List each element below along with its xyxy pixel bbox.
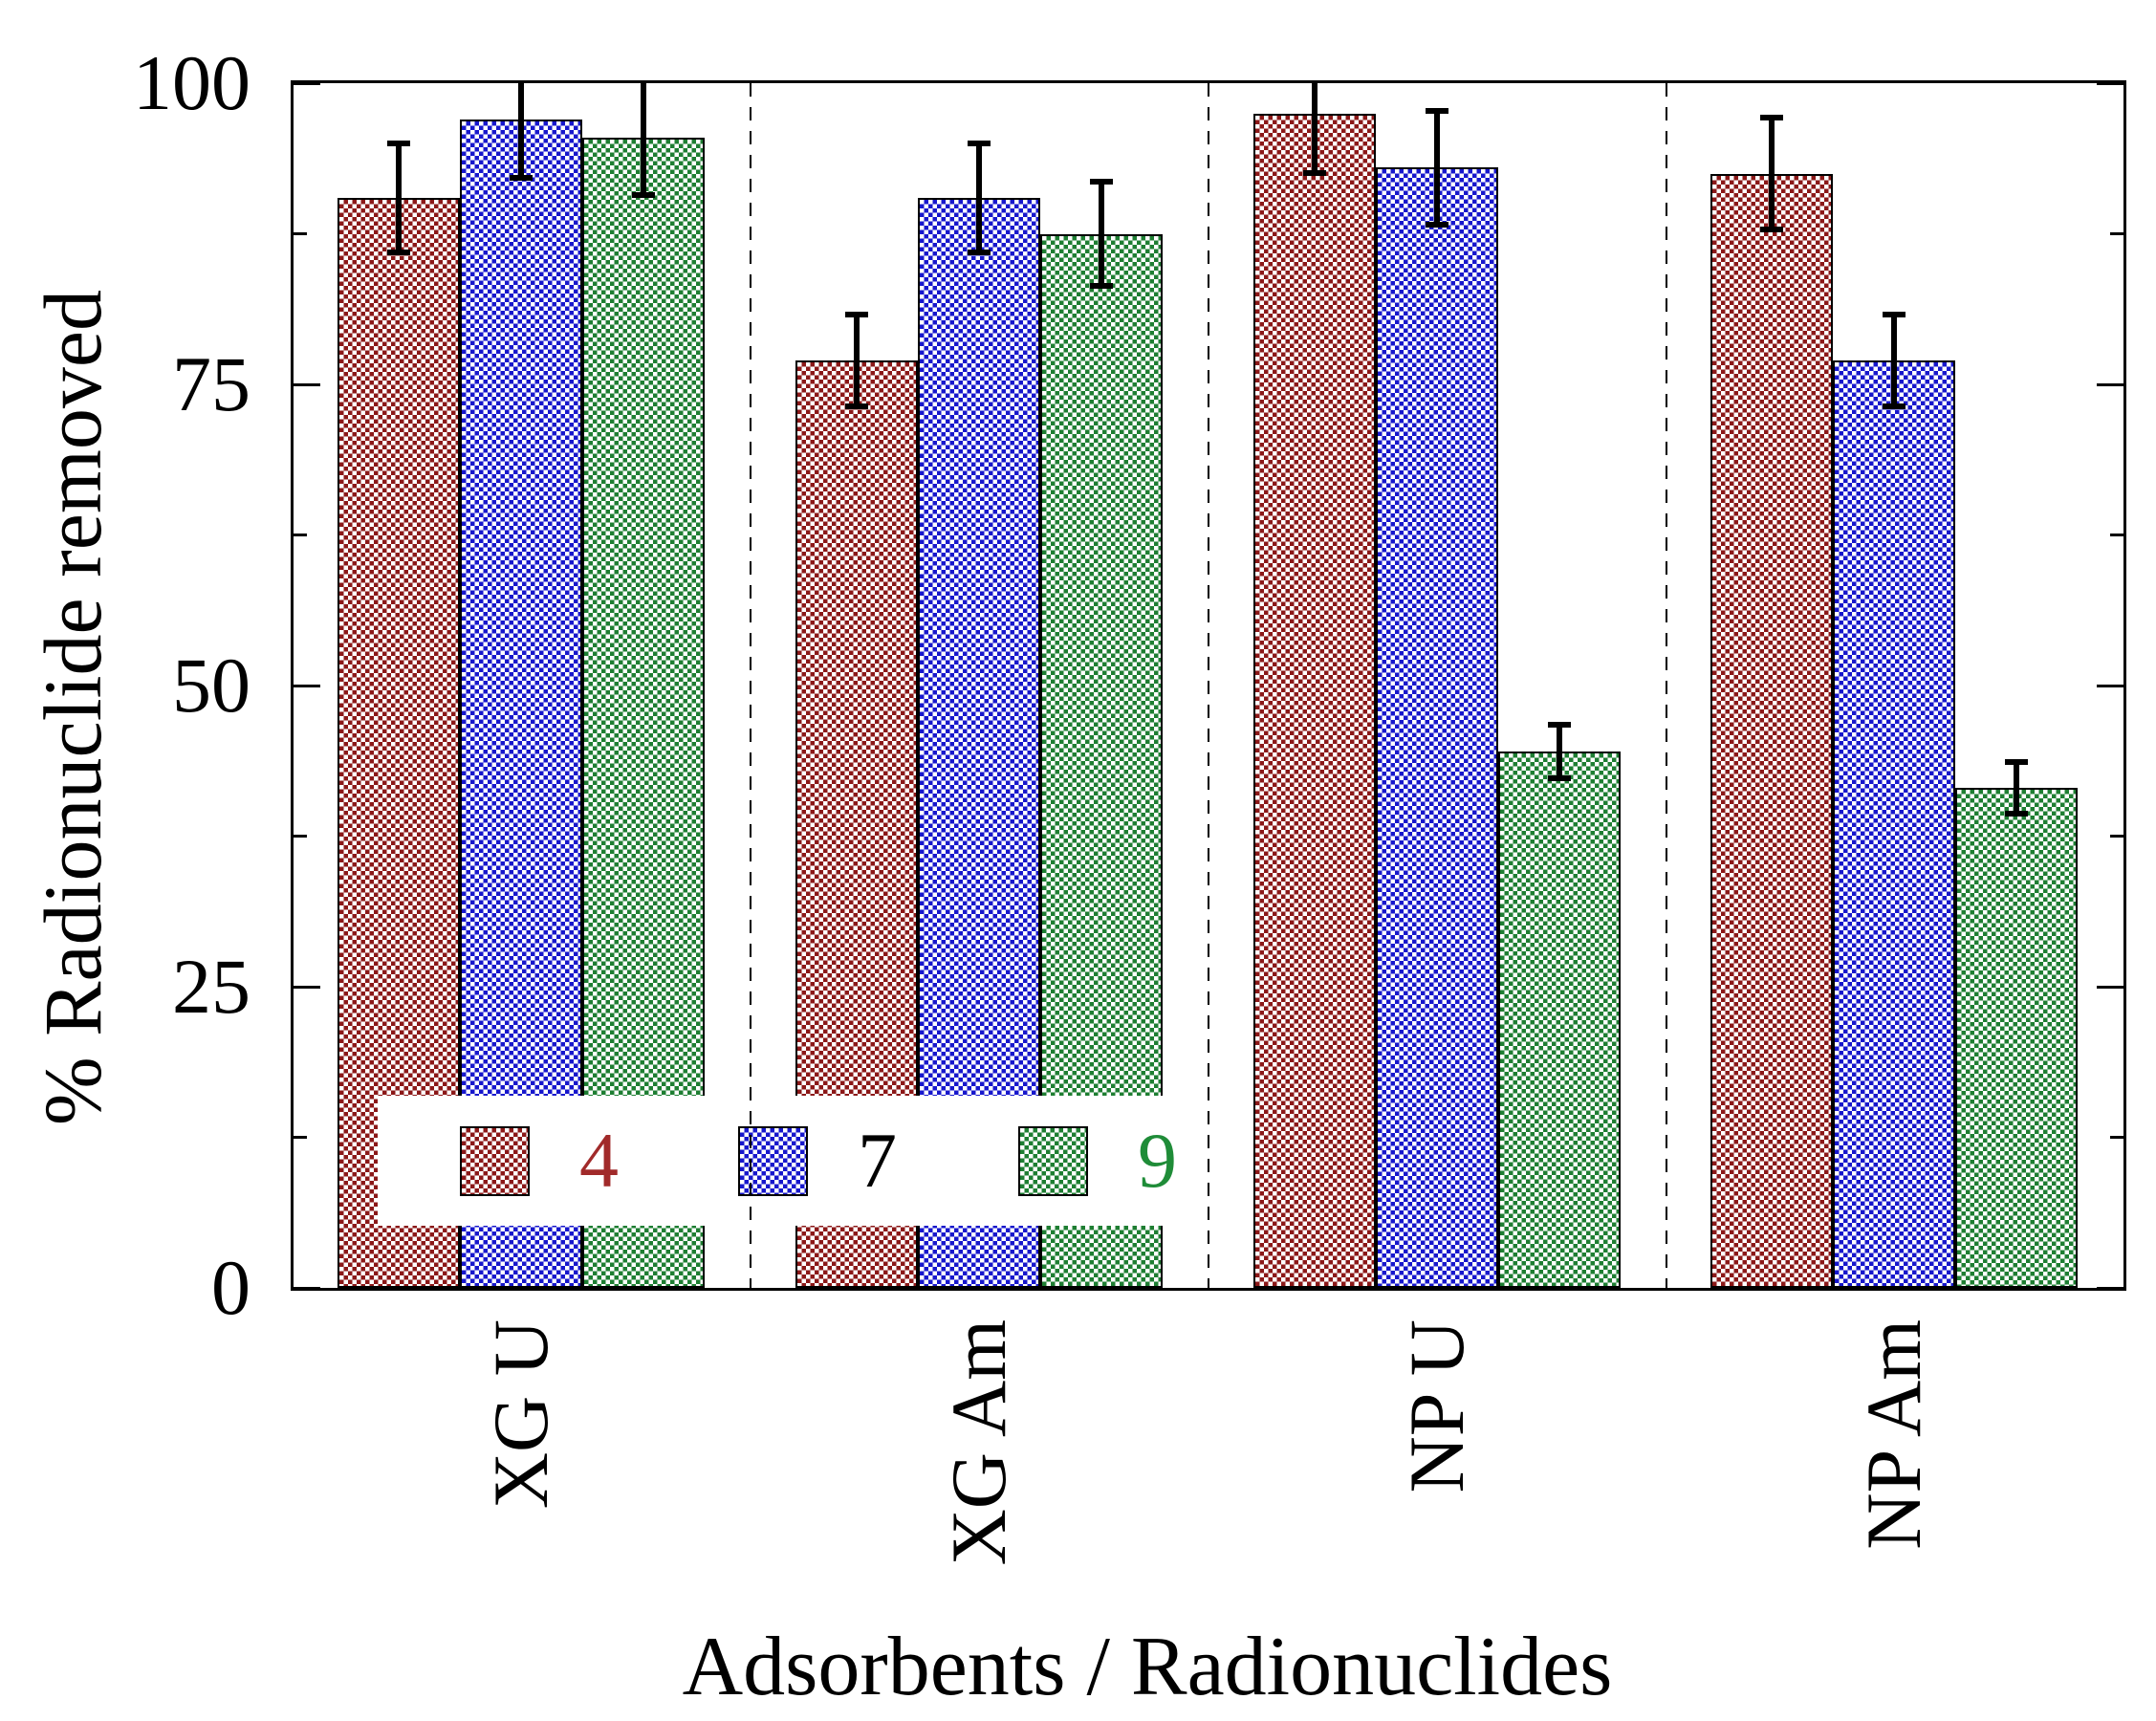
y-minor-tick-left (294, 534, 307, 536)
error-bar-bottom-cap (510, 174, 533, 181)
y-minor-tick-right (2110, 232, 2123, 235)
legend-entry-ph9: 9 (1018, 1096, 1177, 1226)
bar-np-u-ph7 (1376, 167, 1498, 1288)
y-tick-label-25: 25 (172, 943, 250, 1030)
bar-xg-u-ph4 (338, 197, 460, 1288)
y-major-tick-left (294, 985, 320, 989)
error-bar-top-cap (1760, 115, 1783, 121)
error-bar-bottom-cap (968, 249, 991, 255)
y-minor-tick-right (2110, 534, 2123, 536)
error-bar-bottom-cap (1760, 226, 1783, 232)
bar-np-am-ph4 (1710, 173, 1833, 1288)
legend-entry-ph7: 7 (738, 1096, 897, 1226)
x-category-label-xg-am: XG Am (935, 1319, 1022, 1566)
y-tick-label-0: 0 (211, 1244, 250, 1331)
legend-label-ph7: 7 (858, 1117, 897, 1204)
error-bar-np-u-ph9 (1557, 724, 1562, 780)
legend-entry-ph4: 4 (460, 1096, 619, 1226)
error-bar-top-cap (387, 140, 410, 146)
legend-swatch-ph7 (738, 1125, 808, 1196)
y-minor-tick-right (2110, 1136, 2123, 1139)
x-category-label-np-u: NP U (1393, 1319, 1480, 1493)
y-tick-label-50: 50 (172, 642, 250, 729)
group-divider-2 (1208, 83, 1209, 1288)
error-bar-top-cap (1426, 107, 1448, 114)
error-bar-np-am-ph4 (1769, 117, 1775, 230)
x-category-label-np-am: NP Am (1850, 1319, 1937, 1550)
y-major-tick-right (2097, 382, 2123, 386)
error-bar-bottom-cap (387, 249, 410, 255)
y-major-tick-left (294, 382, 320, 386)
error-bar-top-cap (968, 140, 991, 146)
error-bar-bottom-cap (1426, 221, 1448, 228)
bar-xg-u-ph7 (460, 119, 582, 1288)
plot-area: 4 7 9 (291, 80, 2126, 1291)
plot-clip-region: 4 7 9 (294, 83, 2123, 1288)
error-bar-top-cap (2005, 759, 2028, 766)
y-minor-tick-left (294, 232, 307, 235)
error-bar-xg-u-ph7 (518, 83, 524, 179)
y-tick-label-75: 75 (172, 340, 250, 427)
error-bar-xg-u-ph4 (396, 142, 402, 253)
x-category-label-xg-u: XG U (477, 1319, 564, 1510)
error-bar-top-cap (1548, 722, 1571, 729)
y-major-tick-right (2097, 1286, 2123, 1288)
legend-box: 4 7 9 (378, 1096, 1186, 1226)
y-tick-label-100: 100 (133, 39, 250, 126)
legend-swatch-ph9 (1018, 1125, 1088, 1196)
error-bar-bottom-cap (2005, 810, 2028, 817)
error-bar-bottom-cap (1303, 169, 1326, 176)
error-bar-bottom-cap (632, 192, 655, 199)
group-divider-1 (750, 83, 751, 1288)
y-major-tick-right (2097, 985, 2123, 989)
y-minor-tick-right (2110, 835, 2123, 838)
bar-np-u-ph4 (1253, 113, 1376, 1288)
y-major-tick-right (2097, 83, 2123, 85)
error-bar-np-u-ph7 (1434, 109, 1440, 226)
x-axis-title: Adsorbents / Radionuclides (682, 1621, 1613, 1713)
y-major-tick-left (294, 1286, 320, 1288)
error-bar-np-u-ph4 (1312, 83, 1318, 174)
bar-np-am-ph9 (1955, 788, 2078, 1288)
error-bar-xg-am-ph4 (854, 313, 860, 407)
y-major-tick-right (2097, 684, 2123, 687)
error-bar-top-cap (1883, 311, 1906, 317)
error-bar-bottom-cap (1883, 403, 1906, 409)
error-bar-bottom-cap (845, 403, 868, 409)
legend-label-ph9: 9 (1138, 1117, 1177, 1204)
error-bar-top-cap (1090, 179, 1113, 185)
y-minor-tick-left (294, 1136, 307, 1139)
error-bar-xg-u-ph9 (641, 83, 646, 197)
bar-np-u-ph9 (1498, 752, 1621, 1288)
error-bar-xg-am-ph9 (1099, 181, 1104, 287)
y-major-tick-left (294, 83, 320, 85)
group-divider-3 (1666, 83, 1667, 1288)
error-bar-bottom-cap (1090, 282, 1113, 289)
error-bar-top-cap (845, 311, 868, 317)
y-minor-tick-left (294, 835, 307, 838)
error-bar-np-am-ph9 (2014, 761, 2019, 815)
error-bar-xg-am-ph7 (976, 142, 982, 253)
error-bar-bottom-cap (1548, 775, 1571, 782)
y-major-tick-left (294, 684, 320, 687)
legend-swatch-ph4 (460, 1125, 530, 1196)
bar-np-am-ph7 (1833, 359, 1955, 1288)
error-bar-np-am-ph7 (1891, 313, 1897, 407)
legend-label-ph4: 4 (579, 1117, 619, 1204)
